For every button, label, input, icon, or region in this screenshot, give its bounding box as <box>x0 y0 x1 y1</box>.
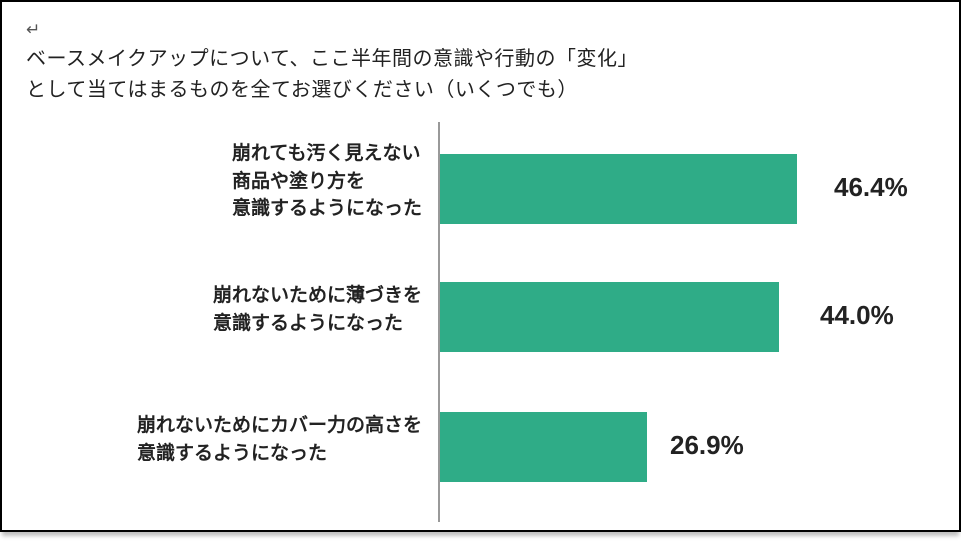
bar-label-1: 崩れないために薄づきを 意識するようになった <box>213 282 422 337</box>
bar-label-2: 崩れないためにカバー力の高さを 意識するようになった <box>137 412 422 467</box>
bar-value-0: 46.4% <box>834 172 908 203</box>
chart-plot-area: 崩れても汚く見えない 商品や塗り方を 意識するようになった 46.4% 崩れない… <box>2 122 959 522</box>
chart-title: ベースメイクアップについて、ここ半年間の意識や行動の「変化」 として当てはまるも… <box>26 44 638 106</box>
bar-label-0: 崩れても汚く見えない 商品や塗り方を 意識するようになった <box>232 140 422 223</box>
bar-1 <box>440 282 779 352</box>
chart-container: ↵ ベースメイクアップについて、ここ半年間の意識や行動の「変化」 として当てはま… <box>0 0 961 532</box>
bar-value-2: 26.9% <box>670 430 744 461</box>
title-line-2: として当てはまるものを全てお選びください（いくつでも） <box>26 79 578 101</box>
bar-2 <box>440 412 647 482</box>
bar-value-1: 44.0% <box>820 300 894 331</box>
title-line-1: ベースメイクアップについて、ここ半年間の意識や行動の「変化」 <box>26 48 638 70</box>
bar-0 <box>440 154 797 224</box>
return-mark: ↵ <box>26 20 40 40</box>
